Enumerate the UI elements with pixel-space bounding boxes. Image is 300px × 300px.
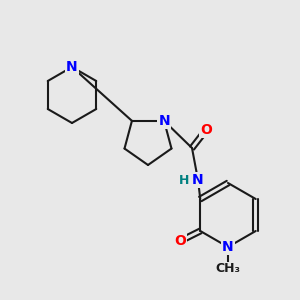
Text: N: N <box>66 60 78 74</box>
Text: O: O <box>174 234 186 248</box>
Text: N: N <box>158 114 170 128</box>
Text: O: O <box>200 123 212 137</box>
Text: H: H <box>179 173 189 187</box>
Text: CH₃: CH₃ <box>215 262 241 275</box>
Text: N: N <box>222 240 234 254</box>
Text: N: N <box>192 173 204 187</box>
